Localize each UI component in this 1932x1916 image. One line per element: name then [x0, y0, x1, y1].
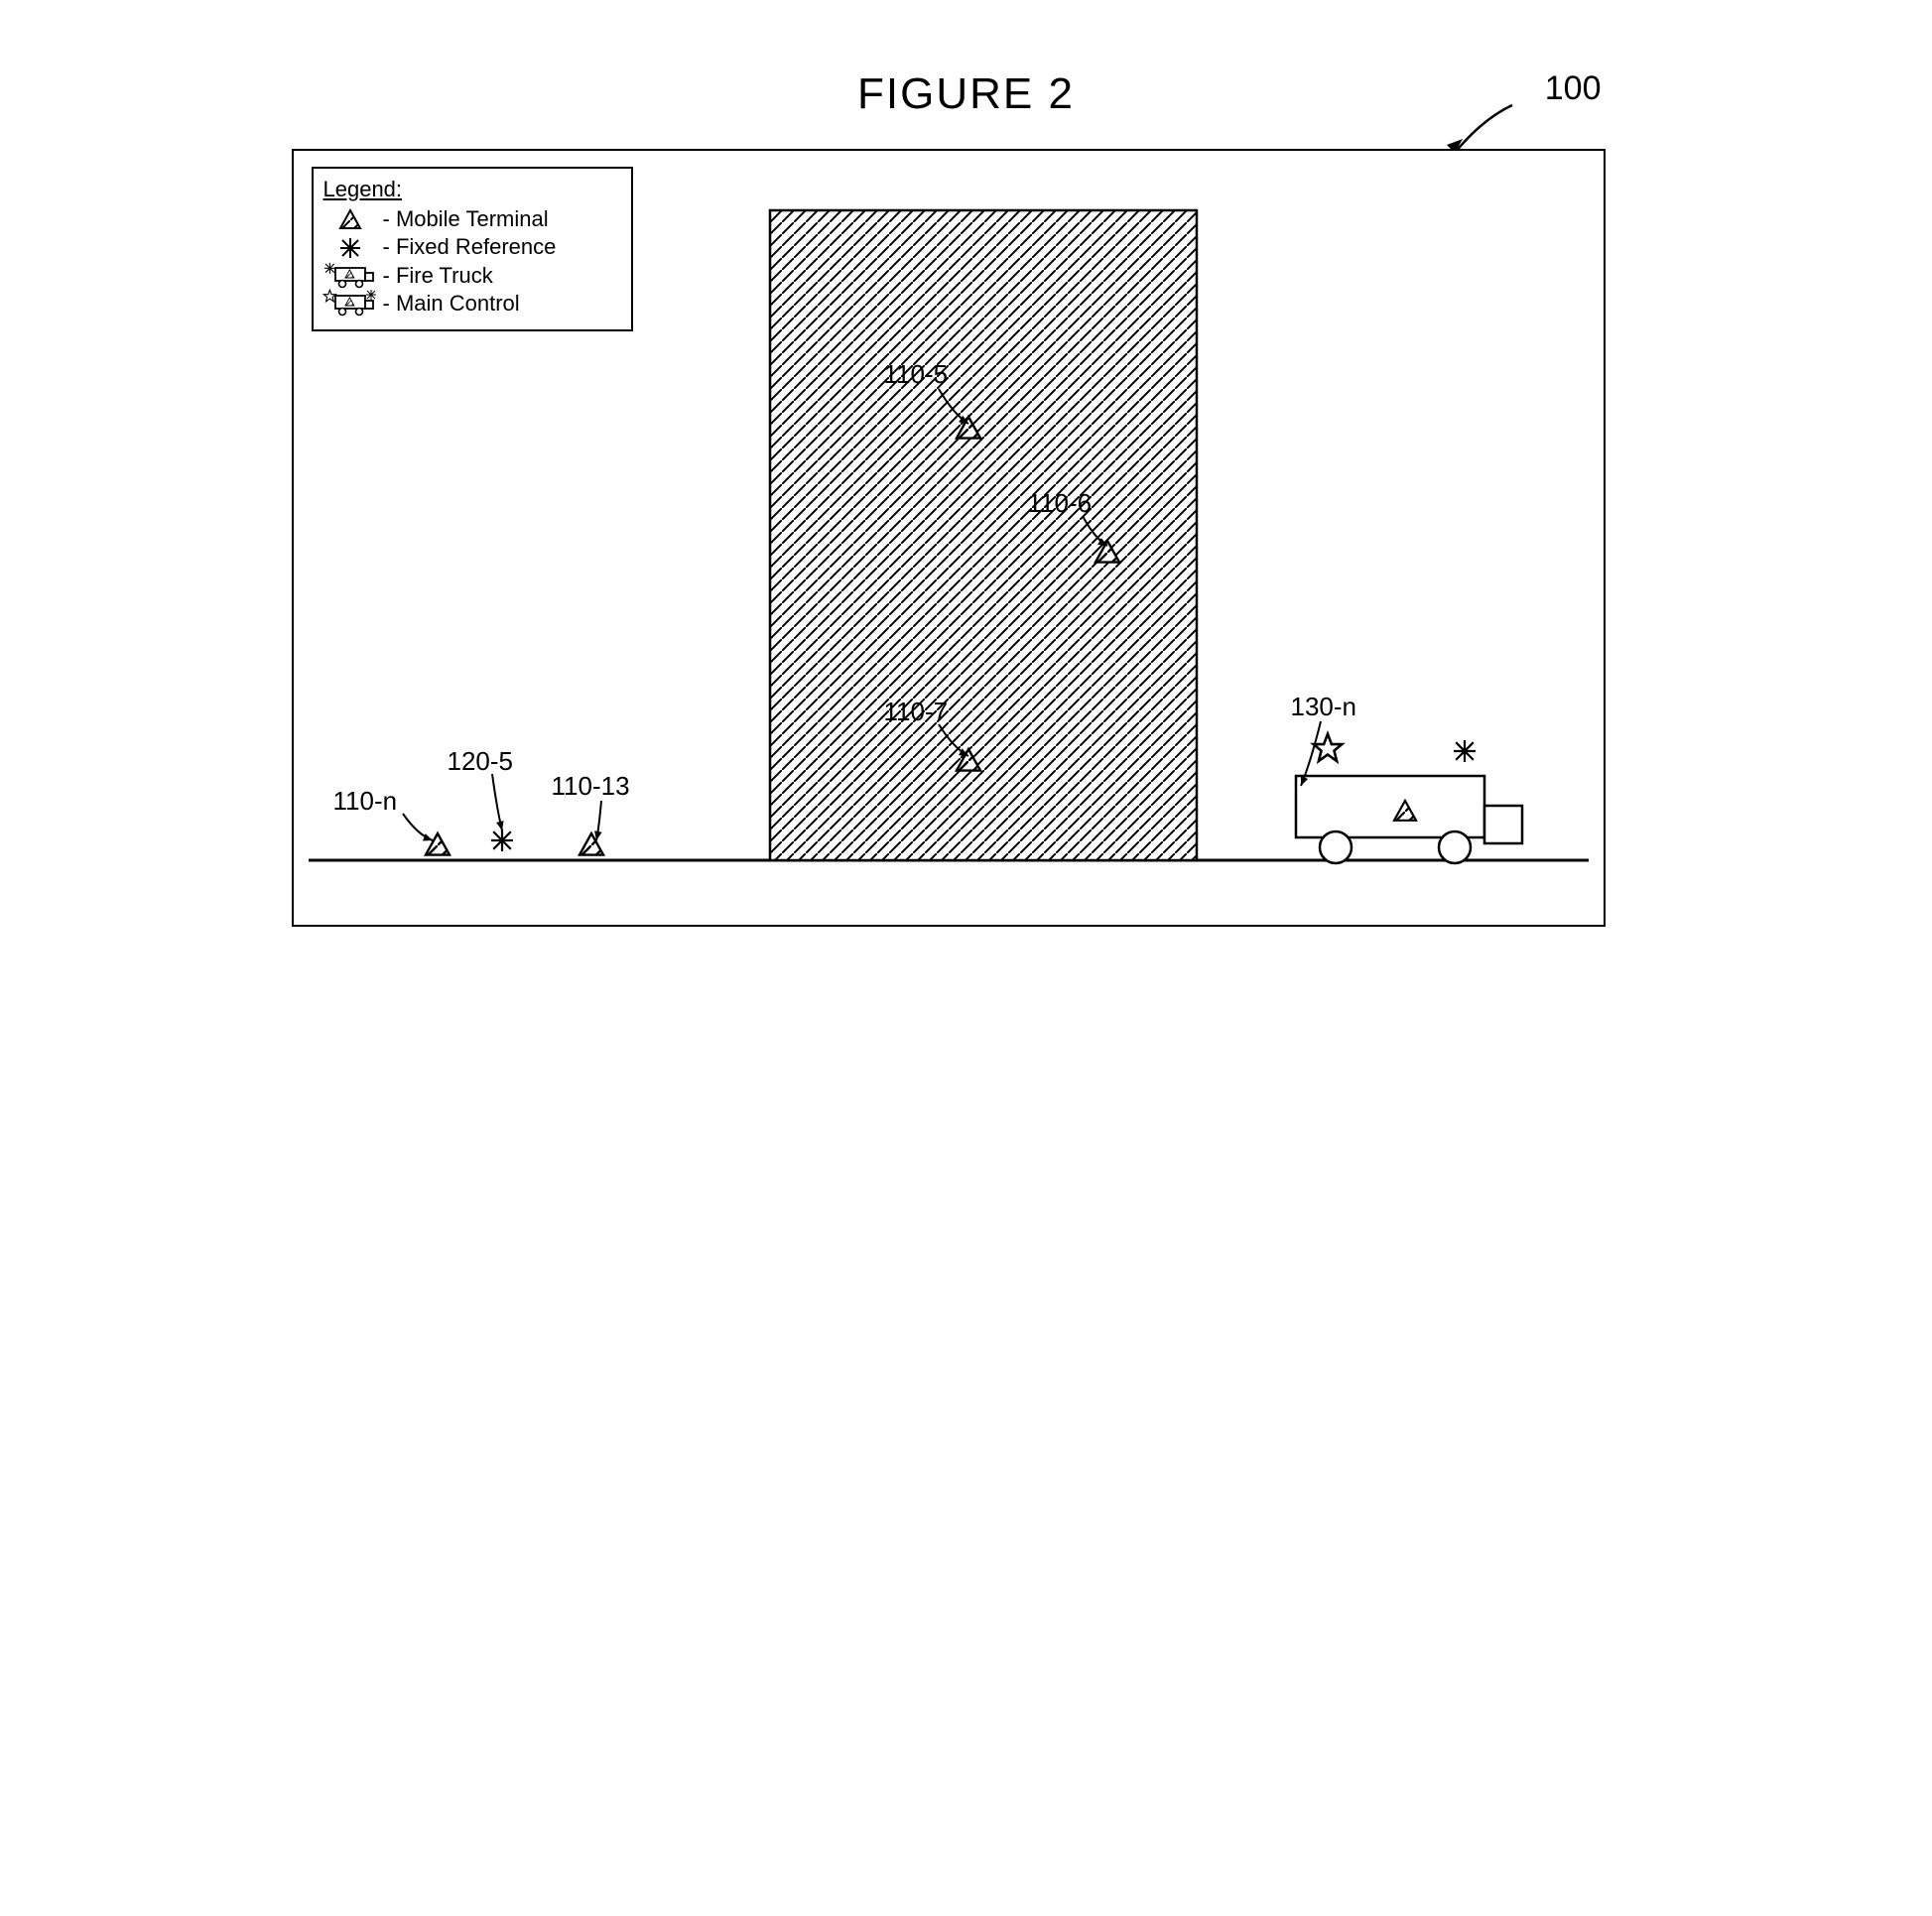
- diagram-svg: [294, 151, 1604, 925]
- terminal-label: 110-6: [1028, 488, 1093, 519]
- terminal-label: 110-7: [884, 697, 949, 727]
- terminal-label: 110-13: [552, 771, 630, 802]
- fixedref-label: 120-5: [448, 746, 514, 777]
- figure-ref-number: 100: [1545, 69, 1602, 108]
- diagram-frame: Legend: - Mobile Terminal - Fixed Refere…: [292, 149, 1606, 927]
- figure-container: 100 Legend: - Mobile Terminal - Fixed Re…: [272, 69, 1661, 1062]
- vehicle-label: 130-n: [1291, 692, 1357, 722]
- terminal-label: 110-n: [333, 786, 398, 817]
- terminal-label: 110-5: [884, 359, 949, 390]
